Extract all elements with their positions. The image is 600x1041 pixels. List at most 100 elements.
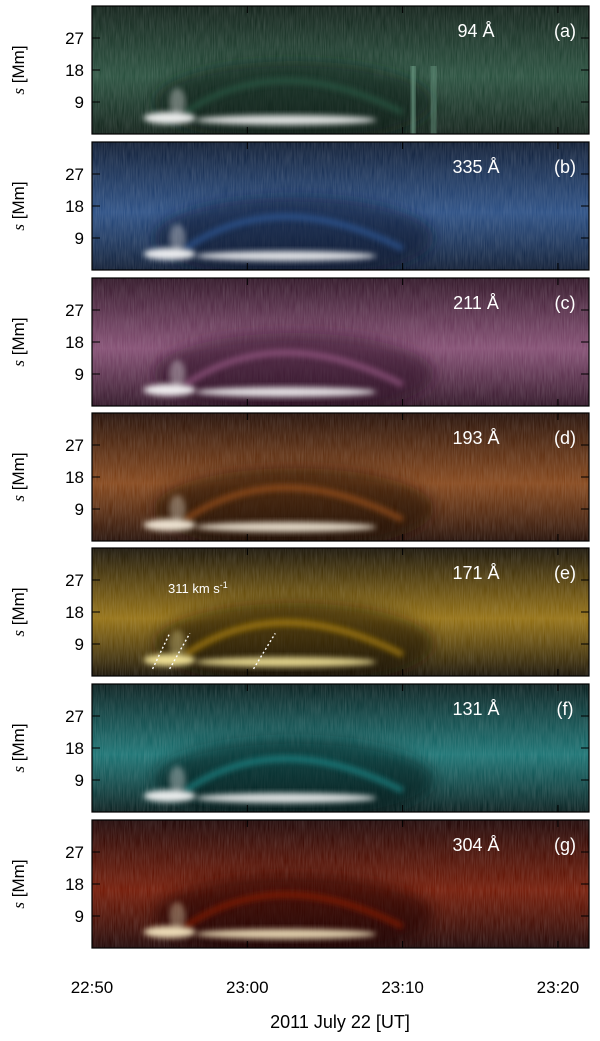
- y-tick-label: 27: [65, 301, 84, 320]
- bright-kernel: [143, 790, 196, 802]
- speed-exponent: -1: [220, 580, 228, 590]
- y-axis-label: s [Mm]: [9, 181, 28, 230]
- panel-f: 9 18 27 s [Mm] 131 Å (f): [9, 683, 590, 813]
- y-axis-variable: s: [9, 88, 28, 95]
- y-axis-variable: s: [9, 766, 28, 773]
- y-axis-unit: [Mm]: [9, 452, 28, 495]
- bright-jet: [169, 630, 186, 658]
- panel-letter: (g): [554, 835, 576, 855]
- loop-arc: [183, 213, 404, 252]
- y-axis-unit: [Mm]: [9, 859, 28, 902]
- panel-image: [143, 333, 434, 406]
- wavelength-label: 304 Å: [452, 835, 499, 855]
- panel-image: [143, 875, 434, 948]
- vertical-artifact: [430, 66, 437, 134]
- y-axis-variable: s: [9, 224, 28, 231]
- y-tick-label: 27: [65, 436, 84, 455]
- bright-kernel: [143, 384, 196, 396]
- y-axis-label: s [Mm]: [9, 317, 28, 366]
- bright-ribbon: [196, 657, 377, 667]
- y-tick-label: 18: [65, 603, 84, 622]
- y-axis-variable: s: [9, 360, 28, 367]
- dark-arch: [154, 875, 434, 948]
- panel-c: 9 18 27 s [Mm] 211 Å (c): [9, 277, 590, 407]
- y-axis-variable: s: [9, 902, 28, 909]
- y-tick-label: 18: [65, 739, 84, 758]
- dark-arch: [154, 739, 434, 812]
- dark-arch: [154, 468, 434, 541]
- panel-d: 9 18 27 s [Mm] 193 Å (d): [9, 412, 590, 542]
- bright-ribbon: [196, 522, 377, 532]
- bright-ribbon: [196, 115, 377, 125]
- wavelength-label: 211 Å: [453, 293, 499, 313]
- panel-a: 9 18 27 s [Mm] 94 Å (a): [9, 5, 590, 135]
- speed-value: 311 km s: [168, 581, 220, 596]
- panel-image: [143, 197, 434, 270]
- wavelength-label: 171 Å: [452, 563, 499, 583]
- y-axis-label: s [Mm]: [9, 452, 28, 501]
- bright-kernel: [143, 248, 196, 260]
- panel-image: [143, 603, 434, 676]
- y-tick-label: 27: [65, 165, 84, 184]
- panel-image: [143, 468, 434, 541]
- y-tick-label: 27: [65, 707, 84, 726]
- panel-letter: (c): [555, 293, 576, 313]
- loop-arc: [183, 77, 404, 116]
- bright-ribbon: [196, 929, 377, 939]
- y-axis-unit: [Mm]: [9, 45, 28, 88]
- x-tick-label: 23:10: [381, 978, 424, 997]
- loop-arc: [183, 349, 404, 388]
- y-axis-label: s [Mm]: [9, 587, 28, 636]
- x-tick-label: 22:50: [71, 978, 114, 997]
- bright-jet: [169, 902, 186, 930]
- panel-letter: (b): [554, 157, 576, 177]
- panel-letter: (d): [554, 428, 576, 448]
- bright-kernel: [143, 926, 196, 938]
- dark-arch: [154, 197, 434, 270]
- y-tick-label: 18: [65, 875, 84, 894]
- bright-jet: [169, 224, 186, 252]
- dark-arch: [154, 61, 434, 134]
- x-tick-label: 23:00: [226, 978, 269, 997]
- panel-g: 9 18 27 s [Mm] 304 Å (g): [9, 819, 590, 949]
- bright-ribbon: [196, 793, 377, 803]
- panel-letter: (a): [554, 21, 576, 41]
- bright-ribbon: [196, 387, 377, 397]
- bright-jet: [169, 495, 186, 523]
- y-tick-label: 9: [75, 635, 84, 654]
- y-tick-label: 9: [75, 229, 84, 248]
- y-tick-label: 9: [75, 907, 84, 926]
- speed-annotation: 311 km s-1: [168, 580, 228, 596]
- y-axis-label: s [Mm]: [9, 723, 28, 772]
- y-axis-label: s [Mm]: [9, 859, 28, 908]
- bright-kernel: [143, 112, 196, 124]
- dark-arch: [154, 333, 434, 406]
- bright-jet: [169, 360, 186, 388]
- loop-arc: [183, 891, 404, 930]
- y-axis-unit: [Mm]: [9, 317, 28, 360]
- y-tick-label: 18: [65, 197, 84, 216]
- y-tick-label: 18: [65, 61, 84, 80]
- panel-stack: 9 18 27 s [Mm] 94 Å (a) 9 18 27 s [Mm] 335 Å (b) 9 18…: [9, 5, 590, 949]
- loop-arc: [183, 484, 404, 523]
- dark-arch: [154, 603, 434, 676]
- y-tick-label: 27: [65, 29, 84, 48]
- wavelength-label: 131 Å: [452, 699, 499, 719]
- panel-image: [143, 61, 437, 134]
- x-tick-label: 23:20: [537, 978, 580, 997]
- bright-kernel: [143, 519, 196, 531]
- y-axis-variable: s: [9, 630, 28, 637]
- vertical-artifact: [411, 66, 416, 134]
- speed-line: [151, 633, 171, 670]
- y-axis-unit: [Mm]: [9, 181, 28, 224]
- bright-jet: [169, 766, 186, 794]
- y-axis-unit: [Mm]: [9, 587, 28, 630]
- panel-letter: (f): [557, 699, 574, 719]
- loop-arc: [183, 755, 404, 794]
- y-axis-unit: [Mm]: [9, 723, 28, 766]
- x-axis-ticks: 22:50 23:00 23:10 23:20: [71, 978, 579, 997]
- vertical-artifact: [410, 66, 415, 134]
- y-axis-label: s [Mm]: [9, 45, 28, 94]
- panel-b: 9 18 27 s [Mm] 335 Å (b): [9, 141, 590, 271]
